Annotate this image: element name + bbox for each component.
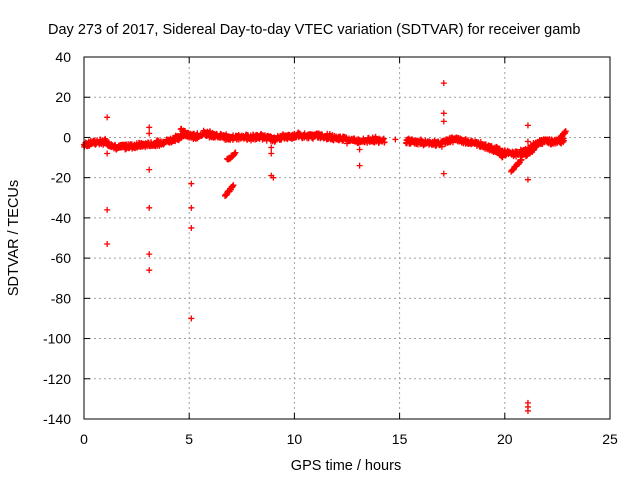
outlier-point — [524, 407, 531, 414]
outlier-point — [104, 241, 111, 248]
y-tick-label: -120 — [43, 371, 71, 387]
outlier-point — [440, 110, 447, 117]
outlier-point — [104, 150, 111, 157]
outlier-point — [104, 114, 111, 121]
data-layer — [81, 80, 569, 414]
outlier-point — [104, 206, 111, 213]
outlier-point — [270, 174, 277, 181]
chart-title: Day 273 of 2017, Sidereal Day-to-day VTE… — [48, 22, 580, 38]
outlier-point — [524, 176, 531, 183]
data-point — [438, 143, 445, 150]
plot-frame — [83, 56, 611, 420]
outlier-point — [188, 224, 195, 231]
outlier-point — [440, 118, 447, 125]
outlier-point — [524, 122, 531, 129]
outlier-point — [524, 138, 531, 145]
outlier-point — [356, 146, 363, 153]
y-tick-label: -20 — [51, 170, 71, 186]
outlier-point — [188, 204, 195, 211]
y-axis-label: SDTVAR / TECUs — [6, 180, 22, 296]
x-tick-label: 5 — [185, 431, 193, 447]
x-axis-label: GPS time / hours — [291, 458, 401, 474]
y-tick-label: 40 — [55, 49, 71, 65]
outlier-point — [146, 166, 153, 173]
tick-layer: 0 5 10 15 20 25 -140 -120 -100 -80 -60 -40 -20 0 20 40 — [43, 49, 618, 447]
outlier-point — [188, 315, 195, 322]
outlier-point — [440, 80, 447, 87]
outlier-point — [344, 140, 350, 147]
outlier-point — [268, 150, 275, 157]
y-tick-label: 0 — [63, 129, 71, 145]
x-tick-label: 25 — [602, 431, 618, 447]
data-point — [560, 137, 567, 144]
outlier-point — [146, 267, 153, 274]
grid-layer — [84, 57, 610, 419]
outlier-point — [392, 136, 399, 143]
cluster-point — [232, 149, 239, 156]
cluster-point — [562, 128, 569, 135]
outlier-point — [146, 130, 153, 137]
y-tick-label: -60 — [51, 250, 71, 266]
y-tick-label: -140 — [43, 411, 71, 427]
y-tick-label: -100 — [43, 331, 71, 347]
cluster-point — [499, 154, 506, 161]
outlier-point — [146, 204, 153, 211]
y-tick-label: -40 — [51, 210, 71, 226]
outlier-point — [356, 162, 363, 169]
y-tick-label: -80 — [51, 290, 71, 306]
data-point — [381, 139, 388, 146]
outlier-point — [440, 170, 447, 177]
outlier-point — [146, 251, 153, 258]
outlier-point — [268, 144, 275, 151]
x-tick-label: 15 — [392, 431, 408, 447]
cluster-point — [190, 133, 197, 140]
x-tick-label: 0 — [80, 431, 88, 447]
cluster-point — [539, 137, 546, 144]
x-tick-label: 20 — [497, 431, 513, 447]
y-tick-label: 20 — [55, 89, 71, 105]
outlier-point — [188, 180, 195, 187]
outlier-point — [146, 124, 153, 131]
x-tick-label: 10 — [287, 431, 303, 447]
cluster-point — [531, 144, 538, 151]
cluster-point — [518, 156, 525, 163]
cluster-point — [230, 182, 237, 189]
